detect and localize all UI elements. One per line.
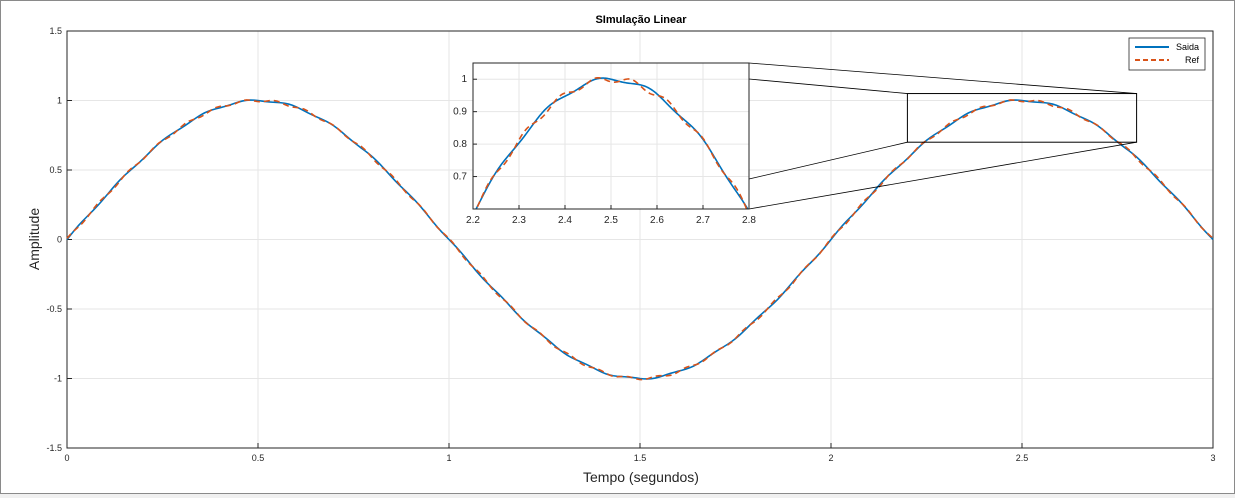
legend-label-ref: Ref — [1185, 55, 1200, 65]
y-tick-label: 0 — [57, 235, 62, 245]
zoom-region-box — [906, 93, 1138, 143]
inset-x-tick-label: 2.6 — [650, 215, 664, 226]
connector-line — [748, 78, 908, 94]
y-tick-label: 1.5 — [49, 26, 62, 36]
zoom-connectors — [748, 62, 1137, 210]
connector-line — [748, 141, 1137, 210]
inset-x-tick-label: 2.7 — [696, 215, 710, 226]
inset-y-tick-label: 0.8 — [453, 139, 467, 150]
inset-x-tick-label: 2.5 — [604, 215, 618, 226]
inset-y-tick-label: 0.9 — [453, 107, 467, 118]
x-tick-label: 2.5 — [1016, 453, 1029, 463]
legend-label-saida: Saida — [1176, 42, 1199, 52]
inset-y-tick-label: 0.7 — [453, 172, 467, 183]
series-line-saida — [66, 99, 1214, 380]
x-tick-label: 0 — [64, 453, 69, 463]
inset-x-tick-label: 2.4 — [558, 215, 572, 226]
inset-x-tick-label: 2.8 — [742, 215, 756, 226]
main-series-group — [66, 99, 1214, 381]
y-axis-label: Amplitude — [26, 208, 42, 270]
x-tick-label: 1 — [446, 453, 451, 463]
inset-axes-frame — [472, 62, 750, 210]
legend: Saida Ref — [1128, 37, 1206, 71]
y-tick-label: 1 — [57, 96, 62, 106]
x-tick-label: 3 — [1210, 453, 1215, 463]
x-tick-label: 0.5 — [252, 453, 265, 463]
main-tick-labels: 0 0.5 1 1.5 2 2.5 3 -1.5 -1 -0.5 0 0.5 1 1.5 — [46, 26, 1215, 463]
x-tick-label: 1.5 — [634, 453, 647, 463]
inset-y-tick-label: 1 — [461, 74, 467, 85]
legend-box — [1128, 37, 1206, 71]
y-tick-label: -1.5 — [46, 443, 62, 453]
series-line-ref — [66, 99, 1214, 381]
connector-line — [748, 141, 908, 180]
zoom-rectangle — [906, 93, 1138, 143]
inset-x-tick-label: 2.2 — [466, 215, 480, 226]
x-axis-label: Tempo (segundos) — [583, 469, 699, 485]
inset-x-tick-label: 2.3 — [512, 215, 526, 226]
connector-line — [748, 62, 1137, 94]
x-tick-label: 2 — [828, 453, 833, 463]
y-tick-label: -1 — [54, 374, 62, 384]
inset-series-line-ref — [475, 76, 748, 209]
chart-title: SImulação Linear — [595, 14, 687, 26]
inset-axes-group: 2.2 2.3 2.4 2.5 2.6 2.7 2.8 0.7 0.8 0.9 1 — [453, 62, 756, 226]
y-tick-label: -0.5 — [46, 304, 62, 314]
y-tick-label: 0.5 — [49, 165, 62, 175]
